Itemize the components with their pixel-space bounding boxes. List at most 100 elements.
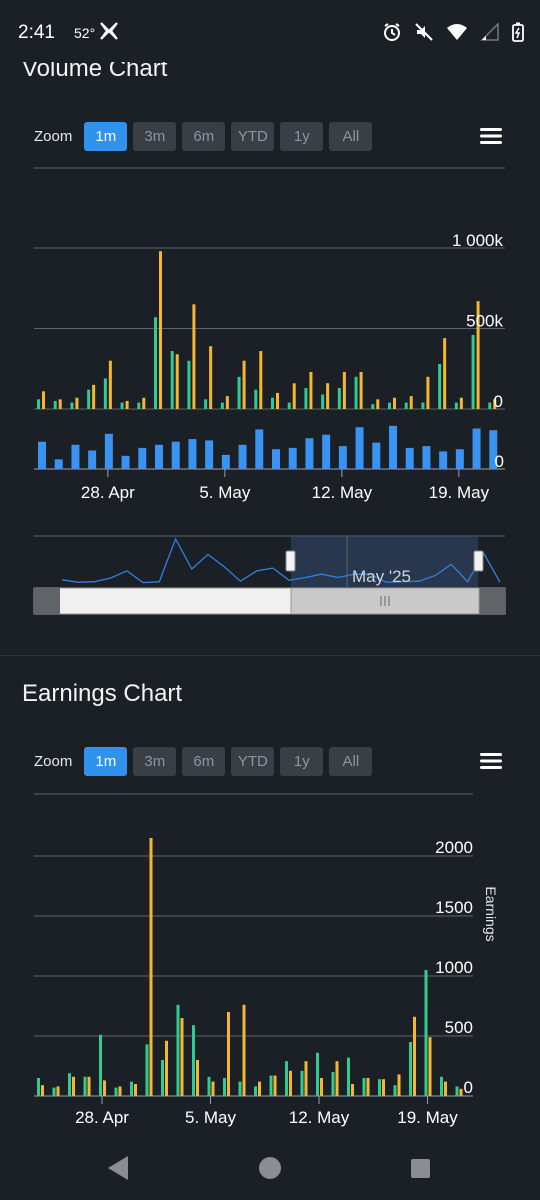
lower-bar — [355, 427, 364, 469]
navigator-range-label: May '25 — [352, 567, 411, 586]
battery-icon — [512, 22, 524, 47]
earnings-bar — [161, 1060, 164, 1096]
lower-bar — [472, 428, 481, 469]
zoom-3m-button[interactable]: 3m — [133, 122, 177, 151]
volume-bar — [92, 384, 96, 409]
volume-bar — [321, 394, 325, 409]
navigator-right-handle[interactable] — [473, 550, 484, 572]
volume-bar — [75, 397, 79, 409]
y-tick-label: 500 — [445, 1018, 473, 1037]
volume-bar — [476, 301, 480, 409]
zoom-1y-button[interactable]: 1y — [280, 122, 324, 151]
zoom-ytd-button[interactable]: YTD — [231, 122, 275, 151]
volume-bar — [488, 402, 492, 409]
volume-bar — [192, 304, 196, 409]
volume-bar — [393, 397, 396, 409]
volume-bar — [170, 351, 174, 409]
volume-bar — [204, 399, 208, 409]
earnings-bar — [130, 1081, 133, 1096]
volume-bar — [409, 396, 413, 409]
zoom-label: Zoom — [34, 128, 73, 145]
volume-bar — [354, 376, 358, 409]
zoom-1m-button[interactable]: 1m — [84, 747, 128, 776]
volume-bar — [120, 402, 124, 409]
navigator-series-line — [61, 537, 501, 584]
volume-bar — [209, 346, 213, 409]
lower-y-tick-label: 0 — [495, 452, 504, 471]
volume-bar — [371, 404, 375, 409]
earnings-bar — [258, 1081, 261, 1096]
y-tick-label: 1500 — [435, 898, 473, 917]
lower-bar — [71, 444, 80, 469]
earnings-bar — [397, 1074, 401, 1096]
lower-bar — [104, 433, 113, 469]
earnings-bar — [207, 1076, 211, 1096]
earnings-bar — [223, 1078, 226, 1096]
recents-icon[interactable] — [411, 1159, 430, 1178]
volume-bar — [87, 389, 91, 409]
zoom-3m-button[interactable]: 3m — [133, 747, 177, 776]
lower-bar — [88, 450, 97, 469]
volume-bar — [287, 402, 291, 409]
earnings-bar — [378, 1079, 381, 1096]
x-tick-label: 19. May — [429, 483, 490, 502]
status-temperature: 52° — [74, 25, 96, 41]
earnings-bar — [196, 1060, 199, 1096]
volume-bar — [154, 317, 157, 409]
lower-bar — [288, 447, 297, 469]
earnings-bar — [41, 1085, 44, 1096]
volume-bar — [70, 402, 74, 409]
system-navigation-bar — [0, 1136, 540, 1200]
y-tick-label: 1000 — [435, 958, 473, 977]
back-icon[interactable] — [108, 1156, 128, 1180]
navigator-scrollbar[interactable] — [33, 587, 506, 615]
lower-bar — [372, 442, 381, 469]
x-tick-label: 28. Apr — [81, 483, 135, 502]
earnings-bar — [459, 1088, 463, 1096]
volume-bar — [242, 360, 246, 409]
earnings-chart-menu-icon[interactable] — [480, 752, 502, 775]
zoom-all-button[interactable]: All — [329, 122, 373, 151]
lower-bar — [54, 459, 63, 469]
volume-bar — [175, 354, 179, 409]
zoom-1m-button[interactable]: 1m — [84, 122, 128, 151]
volume-chart-menu-icon[interactable] — [480, 127, 502, 150]
earnings-bar — [227, 1012, 230, 1096]
zoom-6m-button[interactable]: 6m — [182, 747, 226, 776]
volume-bar — [259, 351, 263, 409]
volume-bar — [388, 402, 391, 409]
earnings-bar — [304, 1061, 308, 1096]
lower-bar — [188, 439, 197, 469]
navigator-left-handle[interactable] — [285, 550, 296, 572]
volume-bar — [42, 391, 45, 409]
lower-bar — [405, 447, 414, 469]
earnings-bar — [444, 1081, 447, 1096]
x-app-icon — [100, 22, 118, 45]
home-icon[interactable] — [259, 1157, 281, 1179]
zoom-all-button[interactable]: All — [329, 747, 373, 776]
earnings-bar — [382, 1079, 385, 1096]
y-tick-label: 2000 — [435, 838, 473, 857]
zoom-ytd-button[interactable]: YTD — [231, 747, 275, 776]
volume-bar — [108, 360, 112, 409]
earnings-bar — [254, 1086, 257, 1096]
earnings-bar — [269, 1075, 273, 1096]
volume-bar — [304, 388, 308, 409]
volume-bar — [58, 399, 62, 409]
volume-bar — [125, 400, 129, 409]
volume-chart: 0 28. Apr 5. May 12. May 19. May 0 500k 1 000… — [33, 167, 506, 615]
lower-bar — [338, 446, 347, 469]
volume-bar — [426, 376, 430, 409]
zoom-1y-button[interactable]: 1y — [280, 747, 324, 776]
earnings-chart-title: Earnings Chart — [22, 680, 183, 707]
earnings-bar — [409, 1042, 412, 1096]
earnings-bar — [118, 1086, 122, 1096]
wifi-icon — [446, 23, 468, 46]
earnings-zoom-row: Zoom 1m 3m 6m YTD 1y All — [34, 747, 373, 776]
x-tick-label: 12. May — [312, 483, 373, 502]
lower-bar — [389, 425, 397, 469]
lower-bar — [439, 451, 448, 469]
zoom-6m-button[interactable]: 6m — [182, 122, 226, 151]
range-navigator[interactable]: May '25 — [33, 535, 506, 615]
lower-bar — [221, 454, 230, 469]
